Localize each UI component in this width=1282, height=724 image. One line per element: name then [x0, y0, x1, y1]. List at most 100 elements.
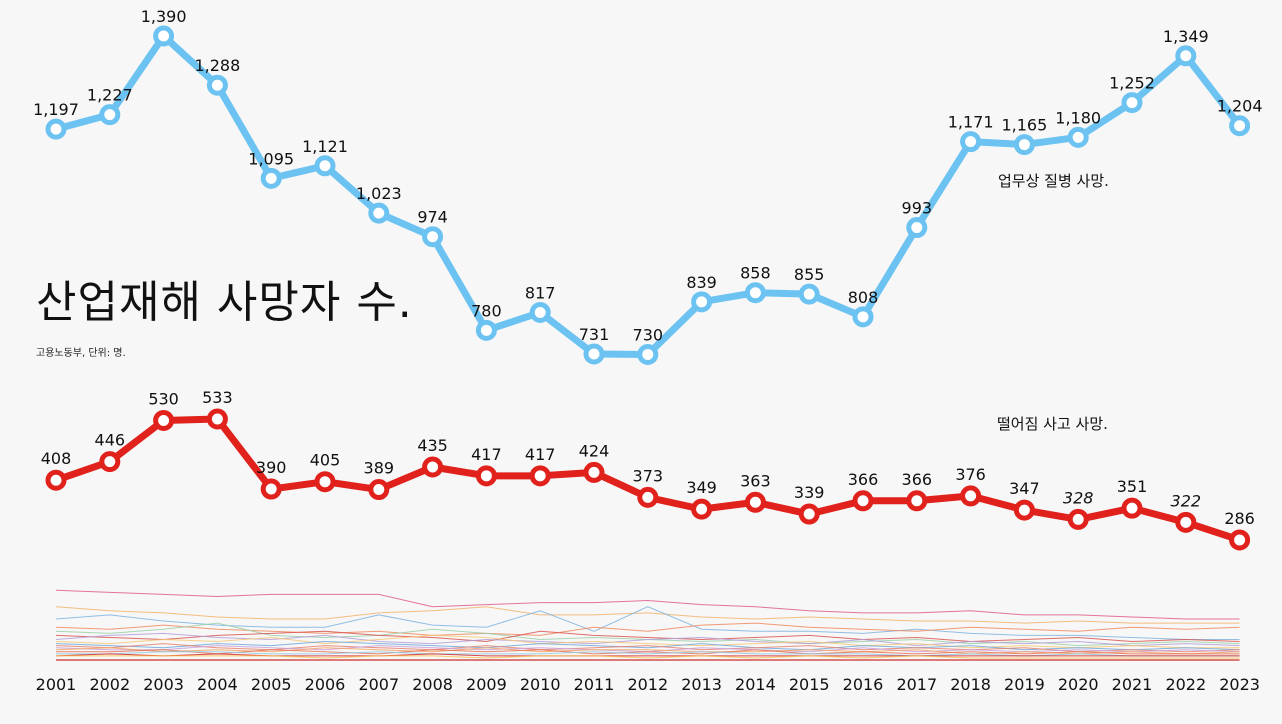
x-tick-label-2012: 2012	[627, 675, 668, 694]
data-point-1-2018	[960, 485, 982, 507]
data-label-0-2022: 1,349	[1163, 27, 1209, 46]
data-label-0-2008: 974	[417, 208, 448, 227]
x-tick-label-2013: 2013	[681, 675, 722, 694]
series-layer: 1,197 1,227 1,390 1,288 1,095 1,121 1,023 974 78…	[33, 7, 1263, 551]
x-tick-label-2011: 2011	[574, 675, 615, 694]
data-point-0-2017	[906, 217, 928, 239]
background-line-7	[55, 634, 1240, 649]
series-label-fall: 떨어짐 사고 사망.	[997, 415, 1108, 433]
data-point-0-2013	[691, 291, 713, 313]
data-point-1-2003	[153, 409, 175, 431]
x-tick-label-2010: 2010	[520, 675, 561, 694]
data-point-1-2008	[422, 456, 444, 478]
data-label-1-2001: 408	[41, 449, 72, 468]
background-line-3	[55, 622, 1240, 636]
background-line-9	[55, 643, 1240, 653]
background-lines	[55, 589, 1240, 661]
data-point-1-2012	[637, 486, 659, 508]
data-point-0-2011	[583, 343, 605, 365]
data-point-1-2022	[1175, 511, 1197, 533]
data-point-1-2013	[691, 498, 713, 520]
background-line-13	[56, 651, 1240, 657]
data-label-0-2002: 1,227	[87, 86, 133, 105]
data-label-1-2008: 435	[417, 436, 448, 455]
data-label-0-2017: 993	[902, 199, 933, 218]
data-point-1-2023	[1229, 529, 1251, 551]
data-label-1-2002: 446	[95, 431, 126, 450]
x-tick-label-2001: 2001	[36, 675, 77, 694]
background-line-15	[56, 655, 1240, 659]
data-point-0-2014	[744, 282, 766, 304]
data-label-1-2019: 347	[1009, 479, 1040, 498]
data-label-1-2023: 286	[1224, 509, 1255, 528]
x-tick-label-2004: 2004	[197, 675, 238, 694]
data-point-0-2007	[368, 202, 390, 224]
data-label-1-2011: 424	[579, 441, 610, 460]
data-point-1-2017	[906, 490, 928, 512]
data-point-1-2010	[529, 465, 551, 487]
data-point-1-2019	[1013, 499, 1035, 521]
data-point-1-2016	[852, 490, 874, 512]
data-label-0-2019: 1,165	[1001, 116, 1047, 135]
data-label-1-2009: 417	[471, 445, 502, 464]
data-point-0-2021	[1121, 92, 1143, 114]
data-label-1-2014: 363	[740, 471, 771, 490]
series-fall: 408 446 530 533 390 405 389 435 417 417 424 373 349 3…	[41, 388, 1255, 551]
chart-title: 산업재해 사망자 수.	[36, 277, 413, 328]
data-point-0-2008	[422, 226, 444, 248]
data-point-0-2019	[1013, 134, 1035, 156]
data-point-1-2021	[1121, 497, 1143, 519]
background-line-14	[55, 653, 1240, 657]
x-tick-label-2008: 2008	[412, 675, 453, 694]
data-point-1-2009	[475, 465, 497, 487]
data-point-0-2010	[529, 301, 551, 323]
data-point-1-2014	[744, 491, 766, 513]
x-tick-label-2019: 2019	[1004, 675, 1045, 694]
data-point-0-2005	[260, 167, 282, 189]
x-tick-label-2022: 2022	[1165, 675, 1206, 694]
x-tick-label-2018: 2018	[950, 675, 991, 694]
x-tick-label-2021: 2021	[1112, 675, 1153, 694]
data-label-0-2023: 1,204	[1217, 97, 1263, 116]
data-point-1-2001	[45, 469, 67, 491]
data-point-1-2004	[206, 408, 228, 430]
x-axis: 2001 2002 2003 2004 2005 2006 2007 2008 2009 2010…	[36, 675, 1260, 694]
data-label-0-2010: 817	[525, 283, 556, 302]
data-point-1-2002	[99, 451, 121, 473]
data-label-0-2020: 1,180	[1055, 108, 1101, 127]
x-tick-label-2006: 2006	[305, 675, 346, 694]
data-point-0-2015	[798, 283, 820, 305]
data-point-0-2006	[314, 155, 336, 177]
data-label-0-2013: 839	[686, 273, 717, 292]
data-label-0-2014: 858	[740, 264, 771, 283]
data-label-1-2003: 530	[148, 389, 179, 408]
data-label-0-2012: 730	[633, 325, 664, 344]
data-label-0-2007: 1,023	[356, 184, 402, 203]
data-label-0-2006: 1,121	[302, 137, 348, 156]
data-point-0-2016	[852, 306, 874, 328]
x-tick-label-2015: 2015	[789, 675, 830, 694]
data-point-0-2020	[1067, 126, 1089, 148]
background-line-12	[56, 649, 1240, 655]
data-label-1-2012: 373	[633, 466, 664, 485]
data-point-0-2003	[153, 25, 175, 47]
data-label-0-2005: 1,095	[248, 149, 294, 168]
chart-source: 고용노동부, 단위: 명.	[36, 348, 126, 359]
data-label-0-2018: 1,171	[948, 113, 994, 132]
x-tick-label-2009: 2009	[466, 675, 507, 694]
data-label-1-2022: 322	[1171, 491, 1202, 510]
series-label-disease: 업무상 질병 사망.	[998, 172, 1109, 190]
x-tick-label-2007: 2007	[358, 675, 399, 694]
data-label-0-2011: 731	[579, 325, 610, 344]
x-tick-label-2014: 2014	[735, 675, 776, 694]
data-label-0-2003: 1,390	[141, 7, 187, 26]
data-label-1-2007: 389	[364, 459, 395, 478]
data-point-0-2001	[45, 118, 67, 140]
x-tick-label-2005: 2005	[251, 675, 292, 694]
x-tick-label-2016: 2016	[843, 675, 884, 694]
x-tick-label-2002: 2002	[89, 675, 130, 694]
data-point-0-2022	[1175, 45, 1197, 67]
data-label-1-2020: 328	[1063, 488, 1094, 507]
